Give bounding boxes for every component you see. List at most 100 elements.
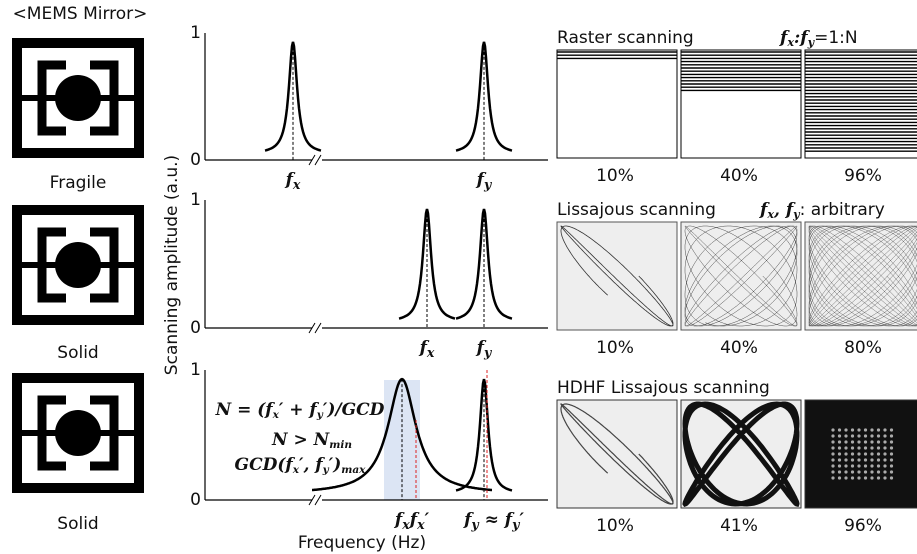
scan-dot [857,446,861,450]
scan-dot [876,440,881,444]
scan-condition: fx, fy: arbitrary [759,200,885,222]
scan-dot [883,446,887,450]
text-piece: y [470,517,480,532]
scan-dot [844,464,848,468]
equation: N = (fx′ + fy′)/GCD [215,400,385,422]
axis-break [308,494,322,506]
scan-dot [883,452,887,456]
scan-dot [857,434,861,438]
scan-dot [863,452,868,456]
scan-dot [850,428,855,432]
scan-trajectory [560,403,674,505]
mirror-plate [55,242,101,288]
mirror-label: Solid [57,514,98,534]
scan-image [680,49,802,159]
scan-dot [889,446,894,450]
gimbal-gap [66,56,90,74]
scan-dot [831,476,835,480]
scan-dot [844,452,848,456]
scan-dot [837,458,842,462]
text-piece: min [329,439,352,451]
scan-dot [870,446,874,450]
scan-dot [889,470,894,474]
y-tick-label: 0 [190,490,201,510]
text-piece: y [511,517,521,532]
scan-dot [857,470,861,474]
text-piece: x [292,464,300,476]
text-piece: x [786,35,794,49]
scan-dot [857,452,861,456]
text-piece: ′ + f [279,400,320,420]
scan-trajectory [808,225,917,327]
scan-dot [850,434,855,438]
y-tick-label: 1 [190,23,201,43]
y-tick-label: 0 [190,318,201,338]
scan-trajectory [684,225,798,327]
scan-dot [870,434,874,438]
scan-trajectory [682,401,800,507]
scan-dot [831,440,835,444]
scan-dot [837,470,842,474]
scan-trajectory [560,225,674,327]
text-piece: N = (f [215,400,276,420]
peak-label: fy [476,170,493,192]
scan-image [804,221,917,331]
scan-dot [876,458,881,462]
scan-dot [876,470,881,474]
scan-image [556,49,678,159]
text-piece: x [292,177,301,192]
peak-label: fy [476,338,493,360]
scan-dot [870,428,874,432]
scan-dot [876,428,881,432]
text-piece: f [476,170,487,190]
scan-dot [837,440,842,444]
text-piece: x [766,207,774,221]
axis-break [308,154,322,166]
scan-dot [889,440,894,444]
scan-dot [844,446,848,450]
scan-dot [850,464,855,468]
text-piece: =1:N [814,28,858,48]
gimbal-gap [66,223,90,241]
scan-dot [857,458,861,462]
scan-dot [883,428,887,432]
scan-dot [863,476,868,480]
scan-dot [837,446,842,450]
peak-label: fx [419,338,435,360]
peak-label: fxfx′ [394,510,430,532]
scan-dot [837,428,842,432]
scan-condition: fx:fy=1:N [779,28,858,50]
scan-dot [857,464,861,468]
scan-dot [870,464,874,468]
scan-dot [837,464,842,468]
scan-dot [831,458,835,462]
text-piece: f [779,28,790,48]
peak-label: fx [285,170,301,192]
mems-title: <MEMS Mirror> [13,4,148,24]
coverage-label: 41% [720,516,758,536]
y-axis-label: Scanning amplitude (a.u.) [162,155,182,375]
scan-title: Lissajous scanning [557,200,716,220]
text-piece: max [341,464,366,476]
text-piece: GCD(f [235,455,296,475]
scan-dot [837,476,842,480]
scan-dot [844,434,848,438]
scan-image [804,399,917,509]
scan-dot [889,458,894,462]
text-piece: f [409,510,420,530]
scan-dot [883,458,887,462]
mirror-label: Fragile [50,173,107,193]
scan-dot [844,476,848,480]
text-piece: ′, f [299,455,325,475]
text-piece: ′ [519,510,524,530]
scan-dot [837,434,842,438]
scan-dot [844,470,848,474]
scan-dot [883,440,887,444]
equation: N > Nmin [271,430,352,452]
text-piece: f [759,200,770,220]
scan-dot [850,458,855,462]
mirror-plate [55,75,101,121]
scan-dot [831,470,835,474]
text-piece: y [792,207,801,221]
scan-dot [844,440,848,444]
